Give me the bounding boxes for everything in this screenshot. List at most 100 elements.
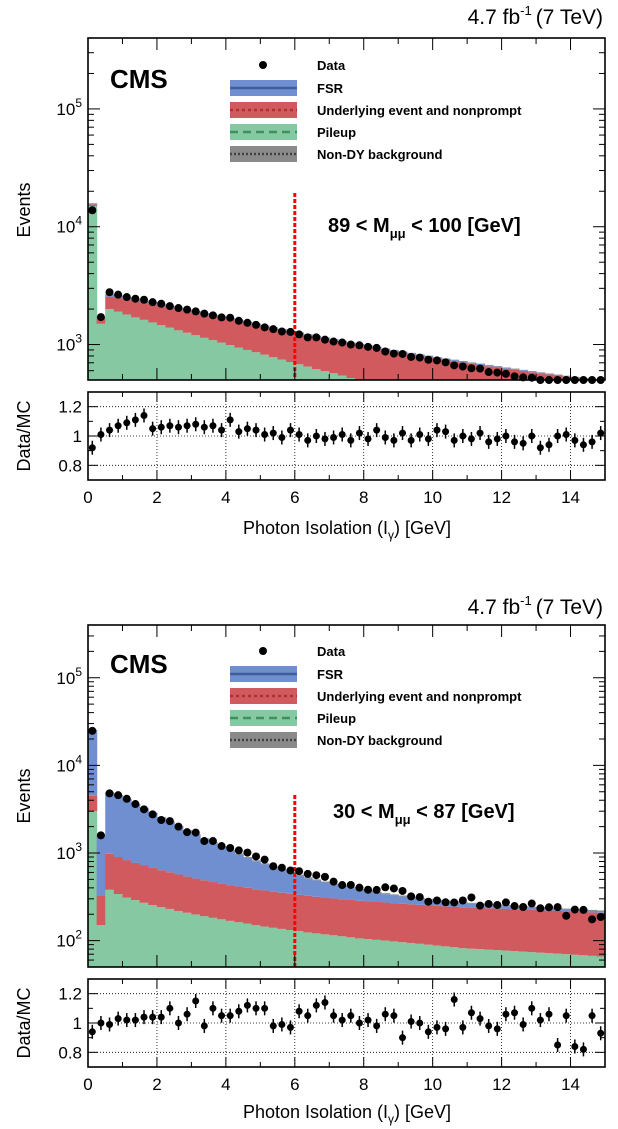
pileup-bar	[165, 327, 175, 380]
ue-bar	[346, 899, 356, 938]
pileup-bar	[131, 317, 141, 380]
ue-bar	[579, 912, 589, 956]
data-point	[320, 872, 329, 881]
x-tick-label: 2	[152, 488, 161, 507]
pileup-bar	[312, 368, 322, 380]
fsr-bar	[458, 903, 468, 908]
data-point	[493, 901, 502, 910]
fsr-bar	[243, 857, 253, 888]
pileup-bar	[268, 927, 279, 967]
ue-bar	[277, 330, 287, 360]
fsr-bar	[131, 804, 141, 863]
fsr-bar	[501, 906, 511, 909]
pileup-bar	[208, 917, 218, 967]
ue-bar	[113, 297, 124, 312]
ue-bar	[424, 905, 434, 945]
pileup-bar	[389, 941, 399, 967]
data-point	[243, 848, 252, 857]
data-point	[277, 327, 286, 336]
ratio-point	[511, 438, 519, 446]
pileup-bar	[415, 943, 425, 967]
nondy-bar	[587, 909, 597, 911]
y-tick-exponent: 4	[75, 214, 82, 228]
ratio-point	[192, 420, 200, 428]
ue-bar	[96, 318, 106, 324]
data-point	[579, 905, 588, 914]
nondy-bar	[467, 902, 477, 904]
ratio-point	[192, 997, 200, 1005]
fsr-bar	[286, 873, 296, 894]
ratio-point	[140, 411, 148, 419]
ue-bar	[458, 907, 468, 949]
ue-bar	[337, 342, 348, 376]
fsr-bar	[225, 850, 236, 886]
pileup-bar	[260, 354, 270, 380]
fsr-bar	[363, 891, 373, 902]
pileup-bar	[251, 925, 261, 967]
nondy-bar	[243, 857, 253, 858]
data-point	[157, 299, 166, 308]
ratio-point	[502, 432, 510, 440]
ratio-point	[476, 1015, 484, 1023]
data-point	[381, 883, 390, 892]
ue-bar	[380, 902, 391, 941]
nondy-bar	[380, 893, 391, 895]
ratio-point	[261, 1004, 269, 1012]
fsr-bar	[372, 892, 382, 902]
pileup-bar	[148, 322, 158, 380]
x-tick-label: 14	[561, 1075, 580, 1094]
data-point	[174, 822, 183, 831]
ue-bar	[260, 890, 270, 927]
data-point	[398, 349, 407, 358]
pileup-bar	[561, 954, 572, 967]
ue-bar	[148, 304, 158, 323]
fsr-bar	[303, 878, 313, 896]
ratio-point	[174, 423, 182, 431]
ratio-point	[218, 1012, 226, 1020]
data-point	[476, 901, 485, 910]
ratio-point	[243, 1001, 251, 1009]
ratio-point	[519, 439, 527, 447]
ue-bar	[156, 306, 167, 326]
data-point	[217, 842, 226, 851]
data-point	[562, 911, 571, 920]
ratio-point	[209, 1004, 217, 1012]
ue-bar	[415, 904, 425, 944]
y-tick-label: 105	[56, 665, 82, 688]
ratio-point	[485, 1022, 493, 1030]
nondy-bar	[389, 894, 399, 896]
data-point	[364, 342, 373, 351]
ratio-point	[106, 1020, 114, 1028]
ue-bar	[234, 321, 244, 348]
legend-ue-swatch	[230, 688, 297, 704]
x-ticks: 0 2 4 6 8 10 12 14	[83, 392, 606, 507]
ratio-point	[424, 435, 432, 443]
ue-bar	[139, 302, 149, 320]
data-point	[140, 295, 149, 304]
x-tick-label: 12	[492, 488, 511, 507]
ratio-point	[149, 1013, 157, 1021]
data-point	[415, 353, 424, 362]
fsr-bar	[596, 911, 606, 913]
ratio-point	[286, 1023, 294, 1031]
fsr-bar	[268, 867, 279, 892]
fsr-bar	[337, 886, 348, 900]
pileup-bar	[148, 905, 158, 967]
pileup-bar	[475, 949, 485, 967]
legend-pileup-label: Pileup	[317, 711, 356, 726]
data-point	[200, 309, 209, 318]
pileup-bar	[510, 951, 520, 967]
data-point	[260, 323, 269, 332]
ue-bar	[260, 327, 270, 355]
ratio-point	[355, 429, 363, 437]
ratio-point	[312, 432, 320, 440]
mass-window-label: 89 < Mμμ < 100 [GeV]	[328, 215, 521, 241]
pileup-bar	[122, 314, 132, 380]
ratio-point	[373, 1022, 381, 1030]
data-point	[131, 294, 140, 303]
data-point	[252, 320, 261, 329]
ratio-point	[399, 1034, 407, 1042]
data-point	[148, 810, 157, 819]
x-ticks: 0 2 4 6 8 10 12 14	[83, 979, 606, 1094]
data-point	[588, 915, 597, 924]
